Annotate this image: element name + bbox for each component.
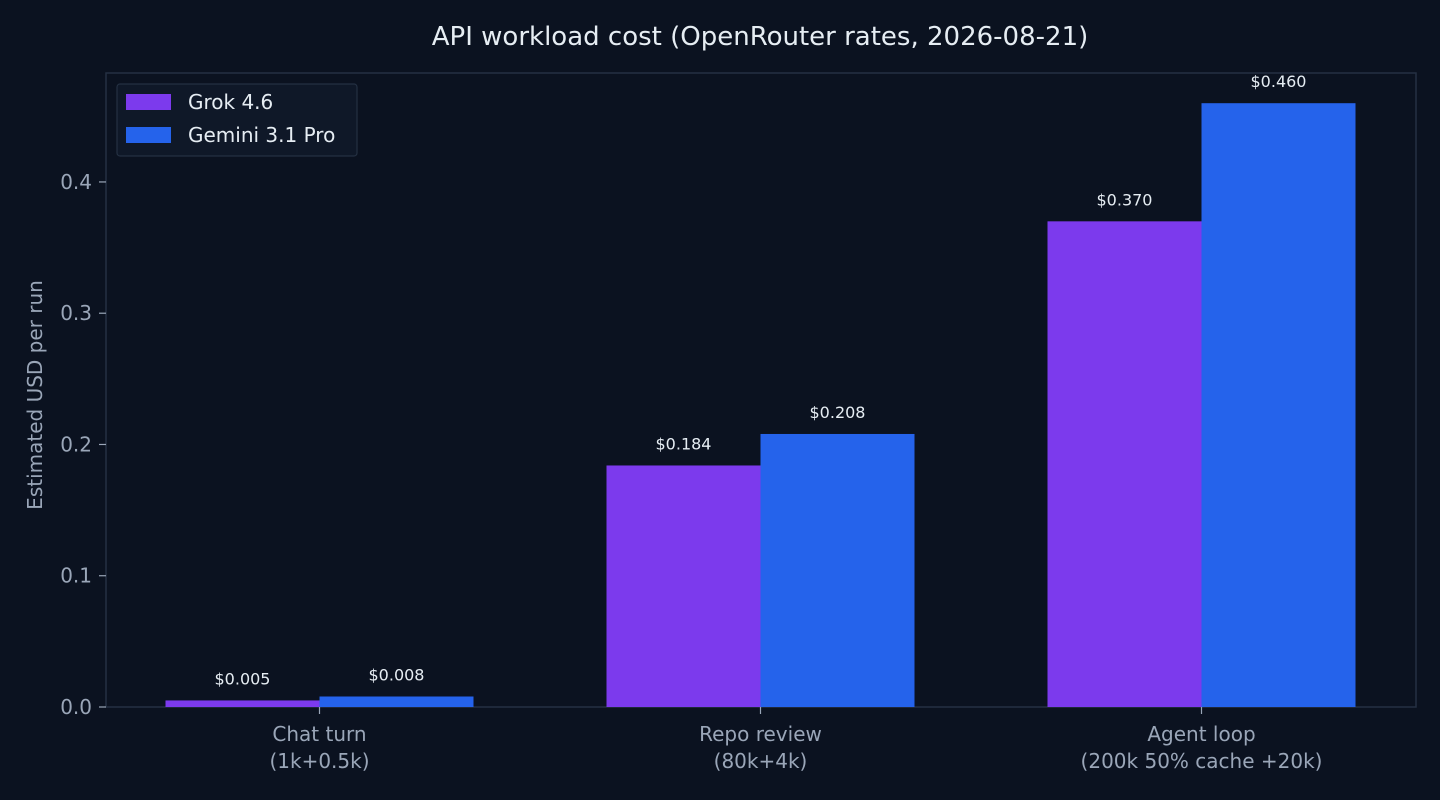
legend-entry-label: Gemini 3.1 Pro	[188, 123, 335, 147]
bar-value-label: $0.370	[1097, 190, 1153, 209]
x-tick-label: (200k 50% cache +20k)	[1081, 749, 1323, 773]
chart-title: API workload cost (OpenRouter rates, 202…	[432, 22, 1089, 52]
x-tick-label: Agent loop	[1147, 722, 1255, 746]
x-tick-label: Chat turn	[272, 722, 366, 746]
y-axis-label: Estimated USD per run	[23, 280, 47, 510]
y-tick-label: 0.3	[60, 301, 92, 325]
legend-box	[116, 83, 358, 157]
x-tick-label: Repo review	[699, 722, 822, 746]
bar-gemini-3-1-pro-2	[1201, 103, 1356, 707]
y-tick-label: 0.0	[60, 695, 92, 719]
bar-value-label: $0.460	[1251, 72, 1307, 91]
legend-swatch	[126, 127, 171, 143]
y-tick-label: 0.4	[60, 170, 92, 194]
bars-group: $0.005 $0.184 $0.370 $0.008 $0.208 $0.460	[165, 72, 1356, 707]
x-tick-label: (80k+4k)	[714, 749, 808, 773]
bar-value-label: $0.208	[810, 403, 866, 422]
bar-value-label: $0.008	[369, 665, 425, 684]
bar-value-label: $0.005	[215, 669, 271, 688]
legend-entry-label: Grok 4.6	[188, 90, 273, 114]
y-tick-label: 0.1	[60, 564, 92, 588]
bar-grok-4-6-2	[1047, 221, 1202, 707]
bar-gemini-3-1-pro-1	[760, 433, 915, 707]
bar-grok-4-6-1	[606, 465, 761, 707]
bar-value-label: $0.184	[656, 434, 712, 453]
legend: Grok 4.6 Gemini 3.1 Pro	[116, 83, 358, 157]
y-tick-label: 0.2	[60, 432, 92, 456]
legend-swatch	[126, 94, 171, 110]
axes-group: 0.0 0.1 0.2 0.3 0.4 Estimated USD per run Chat…	[23, 72, 1417, 773]
x-tick-label: (1k+0.5k)	[269, 749, 369, 773]
bar-gemini-3-1-pro-0	[319, 696, 474, 707]
bar-grok-4-6-0	[165, 700, 320, 707]
